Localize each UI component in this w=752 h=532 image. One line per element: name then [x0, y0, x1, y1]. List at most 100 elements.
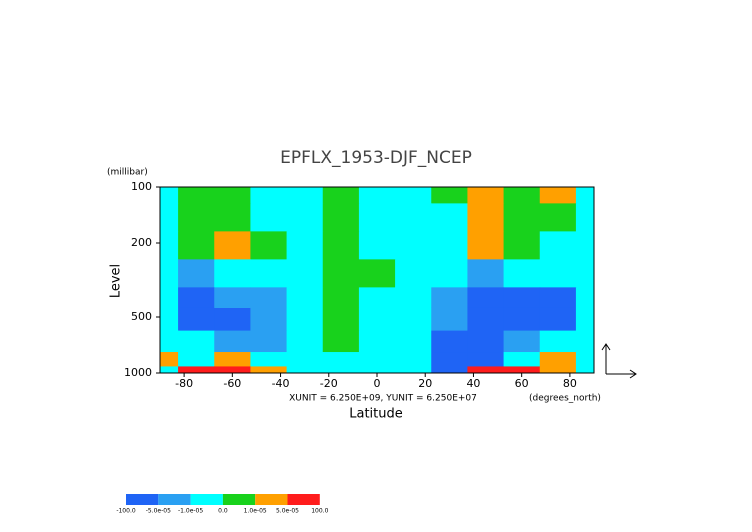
contour-cell — [214, 352, 251, 367]
colorbar-box — [158, 494, 191, 505]
contour-cell — [214, 330, 251, 353]
colorbar-box — [255, 494, 288, 505]
contour-cell — [322, 187, 360, 204]
contour-cell — [431, 352, 468, 367]
contour-cell — [358, 366, 396, 374]
contour-cell — [539, 366, 577, 374]
contour-cell — [503, 330, 541, 353]
contour-cell — [160, 187, 179, 204]
contour-cell — [160, 287, 179, 309]
contour-cell — [322, 259, 360, 288]
contour-cell — [575, 307, 595, 332]
contour-cell — [467, 187, 505, 204]
contour-cell — [286, 330, 324, 353]
contour-cell — [322, 203, 360, 232]
y-tick-label: 100 — [131, 180, 152, 193]
contour-cell — [160, 231, 179, 260]
contour-cell — [467, 307, 505, 332]
contour-cell — [358, 259, 396, 288]
contour-cell — [539, 352, 577, 367]
y-tick-label: 1000 — [124, 366, 152, 379]
contour-cell — [178, 203, 215, 232]
contour-cell — [431, 366, 468, 374]
contour-cell — [431, 203, 468, 232]
contour-cell — [395, 231, 432, 260]
contour-cell — [539, 203, 577, 232]
contour-cell — [503, 366, 541, 374]
contour-cell — [503, 259, 541, 288]
x-tick-label: 0 — [374, 377, 381, 390]
contour-cell — [214, 307, 251, 332]
contour-cell — [503, 231, 541, 260]
contour-cell — [286, 366, 324, 374]
contour-cell — [358, 187, 396, 204]
contour-cell — [178, 366, 215, 374]
contour-cell — [358, 203, 396, 232]
y-axis-label: Level — [109, 264, 124, 298]
contour-cell — [160, 352, 179, 367]
contour-cell — [322, 307, 360, 332]
colorbar-label: 100.0 — [311, 508, 328, 515]
x-tick-label: 60 — [515, 377, 529, 390]
contour-cell — [160, 259, 179, 288]
contour-cell — [160, 330, 179, 353]
contour-cell — [539, 307, 577, 332]
colorbar-label: 1.0e-05 — [244, 508, 267, 515]
contour-cell — [467, 330, 505, 353]
x-tick-label: 80 — [563, 377, 577, 390]
contour-cell — [322, 352, 360, 367]
contour-cell — [467, 352, 505, 367]
contour-cell — [250, 366, 288, 374]
x-tick-label: -80 — [175, 377, 193, 390]
contour-cell — [539, 330, 577, 353]
contour-cell — [431, 307, 468, 332]
contour-cell — [160, 307, 179, 332]
contour-cell — [250, 352, 288, 367]
contour-cell — [214, 366, 251, 374]
contour-cell — [395, 203, 432, 232]
contour-cell — [322, 330, 360, 353]
colorbar-label: -100.0 — [116, 508, 136, 515]
contour-cell — [575, 330, 595, 353]
contour-cell — [575, 259, 595, 288]
reference-vector — [601, 343, 637, 379]
contour-cell — [431, 231, 468, 260]
contour-cell — [250, 231, 288, 260]
contour-cell — [322, 366, 360, 374]
colorbar-box — [222, 494, 256, 505]
contour-cell — [178, 330, 215, 353]
chart-title: EPFLX_1953-DJF_NCEP — [280, 148, 472, 168]
contour-cell — [395, 352, 432, 367]
x-units: (degrees_north) — [529, 394, 601, 404]
contour-cell — [286, 287, 324, 309]
colorbar-box — [126, 494, 159, 505]
contour-cell — [322, 231, 360, 260]
contour-cell — [178, 231, 215, 260]
contour-cell — [214, 259, 251, 288]
y-units: (millibar) — [107, 168, 148, 178]
contour-cell — [431, 287, 468, 309]
contour-cell — [358, 352, 396, 367]
contour-cell — [160, 366, 179, 374]
x-tick-label: 40 — [466, 377, 480, 390]
colorbar-label: 5.0e-05 — [276, 508, 299, 515]
x-axis-label: Latitude — [349, 407, 403, 422]
colorbar-label: -1.0e-05 — [178, 508, 203, 515]
contour-cell — [503, 187, 541, 204]
y-tick-label: 500 — [131, 310, 152, 323]
contour-cell — [160, 203, 179, 232]
contour-cell — [358, 330, 396, 353]
colorbar-box — [287, 494, 320, 505]
x-tick-label: -60 — [223, 377, 241, 390]
contour-cell — [503, 352, 541, 367]
contour-cell — [358, 307, 396, 332]
contour-cell — [250, 187, 288, 204]
contour-cell — [178, 187, 215, 204]
contour-cell — [250, 307, 288, 332]
colorbar-label: -5.0e-05 — [146, 508, 171, 515]
contour-cell — [575, 366, 595, 374]
x-tick-label: -40 — [272, 377, 290, 390]
contour-cell — [467, 366, 505, 374]
